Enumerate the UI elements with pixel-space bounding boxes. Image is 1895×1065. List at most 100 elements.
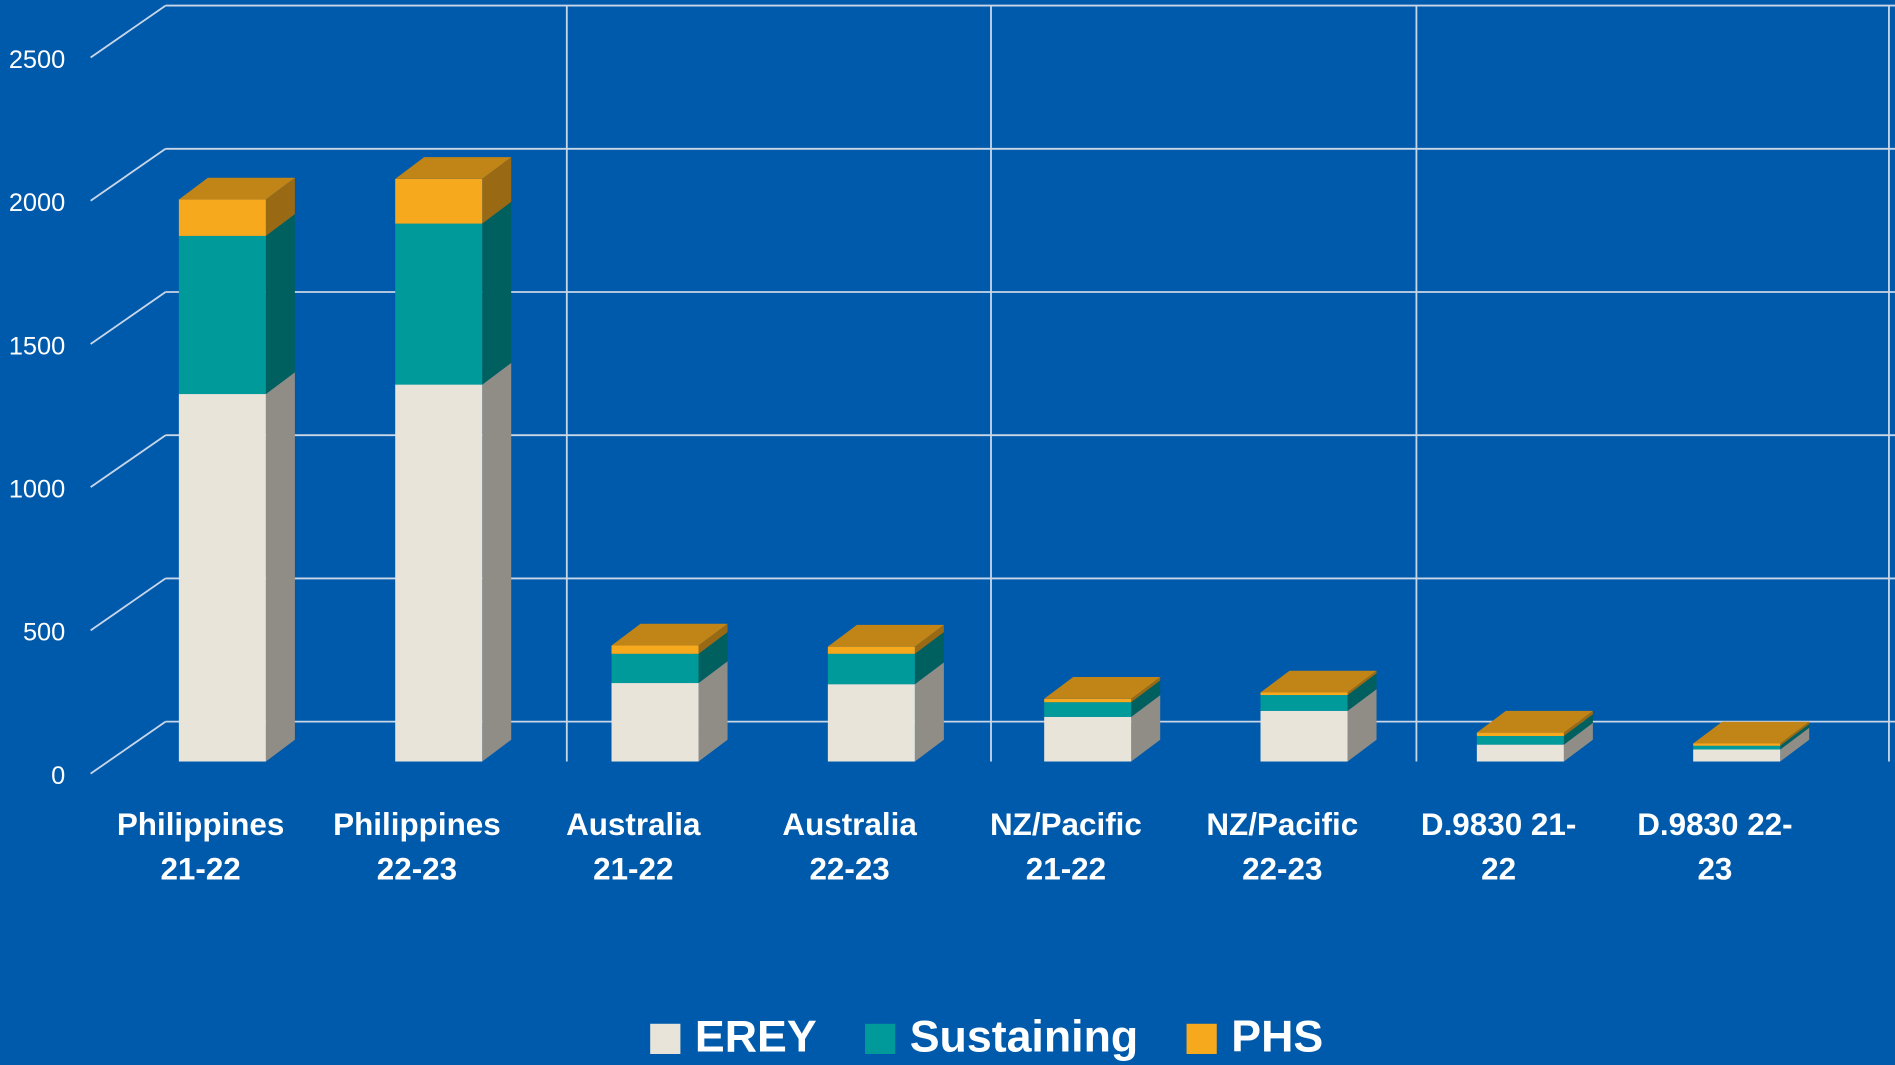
- legend-swatch: [864, 1023, 896, 1054]
- grid-line: [90, 291, 167, 345]
- grid-line: [90, 434, 167, 488]
- bar-segment: [1260, 695, 1348, 711]
- bar-side: [1347, 673, 1377, 711]
- bar-side: [1563, 714, 1593, 745]
- bar-top: [1693, 721, 1810, 744]
- y-tick-label: 2000: [9, 189, 65, 217]
- bar-side: [1131, 677, 1161, 703]
- bar-side: [1347, 670, 1377, 696]
- bar-segment: [178, 394, 266, 762]
- bar-side: [1780, 724, 1810, 750]
- x-tick-label: NZ/Pacific 22-23: [1206, 807, 1358, 887]
- legend-label: PHS: [1231, 1012, 1323, 1061]
- bar-segment: [611, 683, 699, 762]
- bar-segment: [1476, 736, 1564, 745]
- bar-segment: [1044, 698, 1132, 703]
- label-line: D.9830 21-: [1421, 807, 1576, 842]
- y-tick-label: 1500: [9, 332, 65, 360]
- bar-top: [827, 624, 944, 647]
- bar-side: [265, 214, 295, 395]
- bar-side: [914, 662, 944, 762]
- grid-line: [90, 148, 167, 202]
- bar-top: [611, 623, 728, 646]
- label-line: NZ/Pacific: [1206, 807, 1358, 842]
- label-line: Australia: [566, 807, 701, 842]
- bar-segment: [827, 646, 915, 654]
- label-line: 22-23: [809, 852, 889, 887]
- y-tick-label: 1000: [9, 476, 65, 504]
- bar-segment: [1693, 745, 1781, 750]
- grid-line: [90, 4, 167, 59]
- legend-swatch: [1186, 1023, 1217, 1054]
- grid-line: [90, 720, 167, 775]
- y-tick-label: 500: [23, 619, 65, 647]
- bar-segment: [1476, 744, 1564, 762]
- bar-segment: [1044, 702, 1132, 717]
- bar-side: [265, 177, 295, 236]
- label-line: NZ/Pacific: [990, 807, 1142, 842]
- bar-segment: [1693, 749, 1781, 762]
- category-grid: [565, 6, 1890, 762]
- bar-side: [914, 624, 944, 654]
- bar-side: [265, 372, 295, 762]
- bar-side: [698, 623, 728, 654]
- bar-top: [395, 157, 512, 179]
- bar-top: [1044, 677, 1161, 699]
- label-line: 23: [1697, 852, 1732, 887]
- label-line: 21-22: [160, 852, 240, 887]
- bar-side: [1131, 695, 1161, 762]
- bar-side: [1780, 727, 1810, 762]
- bar-segment: [178, 235, 266, 395]
- legend-label: EREY: [695, 1012, 817, 1061]
- x-tick-label: Philippines 22-23: [333, 807, 501, 887]
- label-line: Philippines: [117, 807, 285, 842]
- bar-side: [1347, 689, 1377, 762]
- bar-side: [482, 201, 512, 385]
- bar-side: [698, 661, 728, 762]
- bar-side: [1563, 722, 1593, 762]
- label-line: Australia: [782, 807, 917, 842]
- legend-label: Sustaining: [910, 1012, 1139, 1061]
- bar-segment: [395, 178, 483, 224]
- x-tick-label: D.9830 22- 23: [1637, 807, 1792, 887]
- label-line: 21-22: [1026, 852, 1106, 887]
- bar-side: [482, 157, 512, 224]
- label-line: 22-23: [1242, 852, 1322, 887]
- bar-segment: [827, 653, 915, 685]
- bar-segment: [395, 384, 483, 762]
- bar-side: [698, 632, 728, 684]
- bar-segment: [611, 645, 699, 654]
- y-tick-label: 0: [51, 762, 65, 790]
- bar-side: [482, 362, 512, 762]
- bar-side: [1780, 721, 1810, 746]
- bar-side: [1131, 680, 1161, 717]
- x-tick-label: Philippines 21-22: [117, 807, 285, 887]
- grid-line: [90, 577, 167, 632]
- x-tick-label: D.9830 21- 22: [1421, 807, 1576, 887]
- x-tick-label: Australia 22-23: [782, 807, 917, 887]
- label-line: 22-23: [377, 852, 457, 887]
- bar-segment: [611, 653, 699, 684]
- bar-segment: [1260, 692, 1348, 696]
- x-tick-label: Australia 21-22: [566, 807, 701, 887]
- label-line: Philippines: [333, 807, 501, 842]
- bar-segment: [827, 684, 915, 762]
- x-tick-label: NZ/Pacific 21-22: [990, 807, 1142, 887]
- legend-swatch: [650, 1023, 681, 1054]
- bar-segment: [1044, 716, 1132, 762]
- y-tick-label: 2500: [9, 46, 65, 74]
- bar-side: [1563, 710, 1593, 737]
- bar-segment: [178, 199, 266, 236]
- bar-side: [914, 632, 944, 685]
- label-line: D.9830 22-: [1637, 807, 1792, 842]
- label-line: 22: [1481, 852, 1516, 887]
- label-line: 21-22: [593, 852, 673, 887]
- bar-segment: [1260, 710, 1348, 762]
- bar-segment: [395, 223, 483, 385]
- bar-top: [1476, 710, 1593, 733]
- bar-top: [1260, 670, 1377, 693]
- bar-segment: [1476, 732, 1564, 737]
- bar-segment: [1693, 743, 1781, 746]
